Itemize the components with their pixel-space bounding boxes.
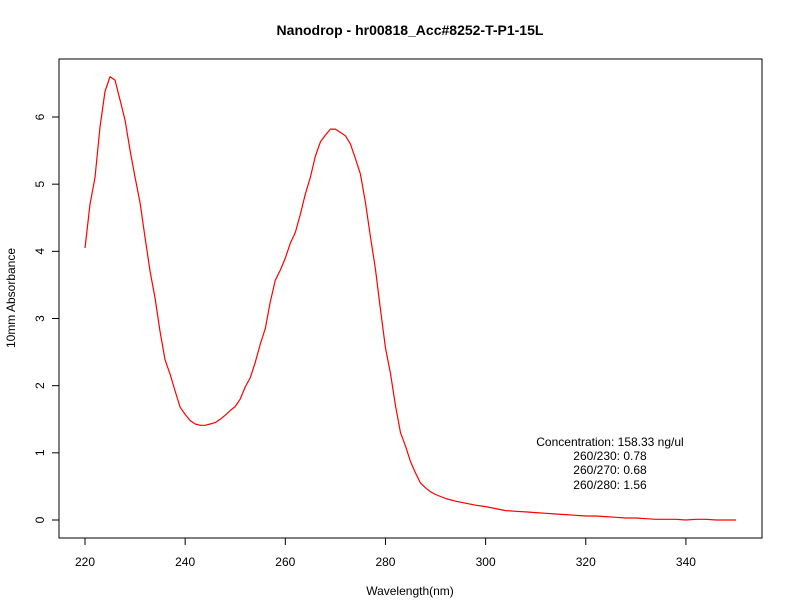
plot-frame [58,58,763,539]
x-axis-label: Wavelength(nm) [366,584,454,598]
ratio-260-280-annotation: 260/280: 1.56 [573,478,647,492]
x-axis: 220 240 260 280 300 320 340 [75,537,696,569]
y-axis: 0 1 2 3 4 5 6 [33,113,60,523]
series-layer [84,76,736,521]
x-tick-label: 240 [175,555,195,569]
y-tick-label: 4 [33,248,47,255]
x-tick-label: 320 [576,555,596,569]
y-tick-label: 5 [33,181,47,188]
ratio-260-230-annotation: 260/230: 0.78 [573,449,647,463]
concentration-annotation: Concentration: 158.33 ng/ul [536,435,683,449]
y-tick-label: 1 [33,449,47,456]
y-tick-label: 3 [33,315,47,322]
annotation-block: Concentration: 158.33 ng/ul 260/230: 0.7… [536,435,683,492]
y-tick-label: 2 [33,382,47,389]
chart-title: Nanodrop - hr00818_Acc#8252-T-P1-15L [277,22,544,38]
ratio-260-270-annotation: 260/270: 0.68 [573,463,647,477]
y-tick-label: 6 [33,113,47,120]
x-tick-label: 280 [375,555,395,569]
absorbance-series-line [84,76,736,521]
x-tick-label: 300 [476,555,496,569]
x-tick-label: 260 [275,555,295,569]
x-tick-label: 340 [676,555,696,569]
y-axis-label: 10mm Absorbance [4,248,18,348]
x-tick-label: 220 [75,555,95,569]
y-tick-label: 0 [33,516,47,523]
